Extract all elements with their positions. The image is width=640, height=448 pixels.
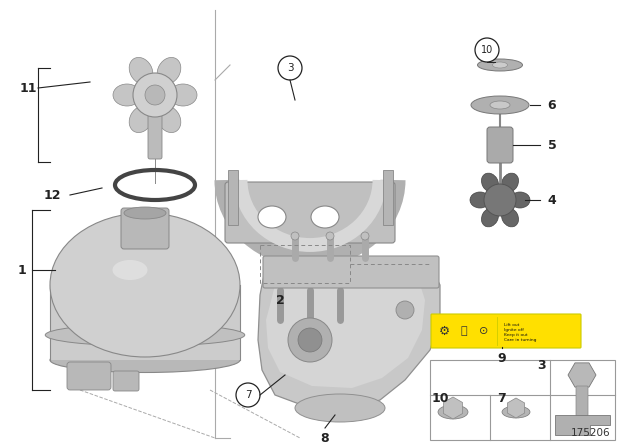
- Polygon shape: [258, 258, 440, 410]
- Text: 10: 10: [481, 45, 493, 55]
- FancyBboxPatch shape: [121, 208, 169, 249]
- Circle shape: [298, 328, 322, 352]
- Text: 3: 3: [287, 63, 293, 73]
- Ellipse shape: [129, 57, 153, 84]
- FancyBboxPatch shape: [67, 362, 111, 390]
- FancyBboxPatch shape: [113, 371, 139, 391]
- Circle shape: [145, 85, 165, 105]
- Ellipse shape: [490, 101, 510, 109]
- Ellipse shape: [471, 96, 529, 114]
- Ellipse shape: [157, 106, 181, 133]
- Circle shape: [291, 232, 299, 240]
- Circle shape: [288, 318, 332, 362]
- Text: Lift out
Ignite off
Keep it out
Care in turning: Lift out Ignite off Keep it out Care in …: [504, 323, 536, 342]
- Ellipse shape: [311, 206, 339, 228]
- Ellipse shape: [157, 57, 181, 84]
- Polygon shape: [266, 272, 425, 388]
- Text: 4: 4: [548, 194, 556, 207]
- Ellipse shape: [258, 206, 286, 228]
- Text: 8: 8: [321, 431, 330, 444]
- Text: 🚶: 🚶: [461, 326, 467, 336]
- Ellipse shape: [113, 260, 147, 280]
- Ellipse shape: [470, 192, 490, 208]
- FancyBboxPatch shape: [225, 182, 395, 243]
- FancyBboxPatch shape: [263, 256, 439, 288]
- Circle shape: [236, 383, 260, 407]
- Ellipse shape: [502, 406, 530, 418]
- Polygon shape: [555, 415, 610, 435]
- Ellipse shape: [481, 208, 499, 227]
- Circle shape: [133, 73, 177, 117]
- FancyBboxPatch shape: [148, 115, 162, 159]
- Ellipse shape: [124, 207, 166, 219]
- Text: 1: 1: [18, 263, 26, 276]
- Ellipse shape: [438, 405, 468, 419]
- Ellipse shape: [113, 84, 141, 106]
- FancyBboxPatch shape: [576, 386, 588, 416]
- Circle shape: [361, 232, 369, 240]
- Ellipse shape: [169, 84, 197, 106]
- Bar: [228, 170, 238, 225]
- Ellipse shape: [481, 173, 499, 192]
- Circle shape: [326, 232, 334, 240]
- Text: 10: 10: [431, 392, 449, 405]
- Ellipse shape: [129, 106, 153, 133]
- Bar: [430, 360, 615, 440]
- FancyBboxPatch shape: [431, 314, 581, 348]
- Text: 9: 9: [498, 352, 506, 365]
- Ellipse shape: [45, 324, 244, 346]
- Ellipse shape: [477, 59, 522, 71]
- Circle shape: [484, 184, 516, 216]
- Circle shape: [475, 38, 499, 62]
- Text: 2: 2: [276, 293, 284, 306]
- Text: 11: 11: [19, 82, 36, 95]
- Ellipse shape: [50, 348, 240, 372]
- Bar: [260, 245, 350, 283]
- Text: 7: 7: [244, 390, 252, 400]
- Ellipse shape: [50, 213, 240, 357]
- Text: ⊙: ⊙: [479, 326, 489, 336]
- Bar: [50, 285, 240, 360]
- Ellipse shape: [502, 208, 518, 227]
- Bar: [383, 170, 393, 225]
- Circle shape: [396, 301, 414, 319]
- Text: 6: 6: [548, 99, 556, 112]
- Ellipse shape: [510, 192, 530, 208]
- Text: 175206: 175206: [570, 428, 610, 438]
- Ellipse shape: [502, 173, 518, 192]
- Text: 5: 5: [548, 138, 556, 151]
- Circle shape: [278, 56, 302, 80]
- Ellipse shape: [295, 394, 385, 422]
- FancyBboxPatch shape: [487, 127, 513, 163]
- Ellipse shape: [493, 62, 508, 68]
- Text: ⚙: ⚙: [438, 324, 450, 337]
- Text: 12: 12: [44, 189, 61, 202]
- Text: 7: 7: [498, 392, 506, 405]
- Text: 3: 3: [538, 358, 547, 371]
